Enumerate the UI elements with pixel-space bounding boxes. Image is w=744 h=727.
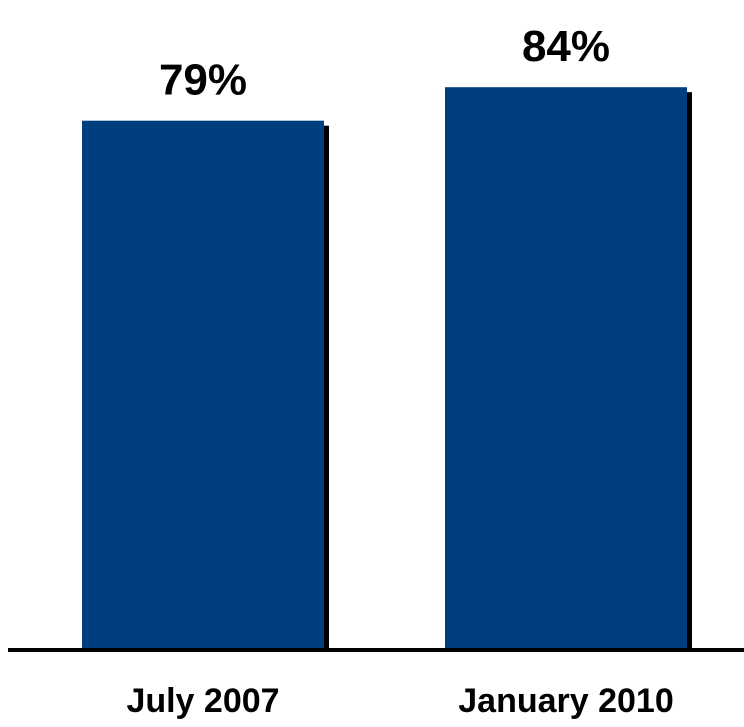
bars xyxy=(82,87,687,650)
data-label-2: 84% xyxy=(522,22,610,71)
data-label-1: 79% xyxy=(159,56,247,105)
data-labels: 79% 84% xyxy=(159,22,610,105)
bar-1 xyxy=(82,120,324,650)
category-label-1: July 2007 xyxy=(126,682,279,720)
bar-2 xyxy=(445,87,687,650)
category-label-2: January 2010 xyxy=(458,682,674,720)
category-labels: July 2007 January 2010 xyxy=(126,682,673,720)
